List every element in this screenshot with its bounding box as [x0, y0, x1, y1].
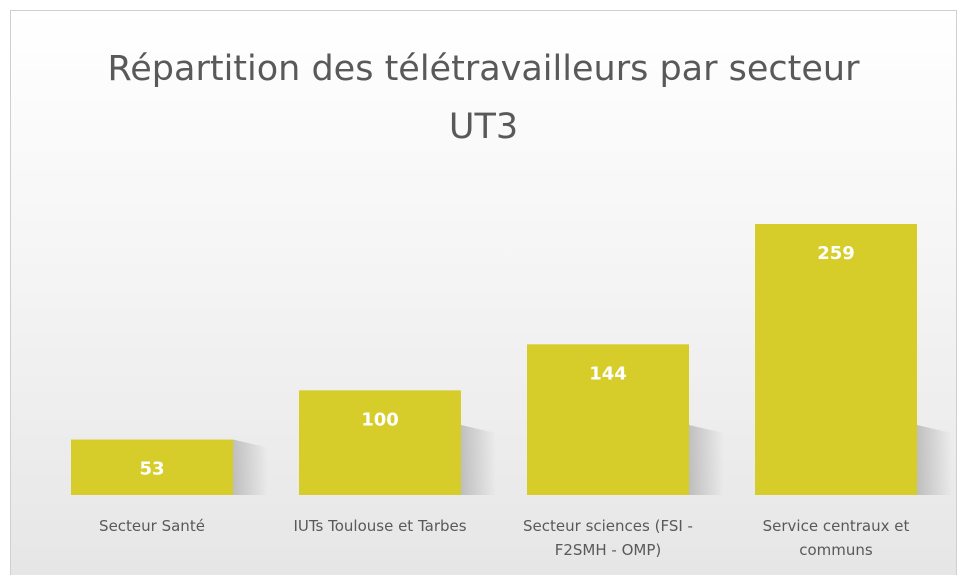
value-label: 100 [361, 409, 399, 430]
bar-shadow [689, 425, 724, 495]
value-label: 144 [589, 363, 627, 384]
bar-shadow [461, 425, 496, 495]
bar [527, 344, 689, 495]
chart-title: Répartition des télétravailleurs par sec… [107, 49, 860, 147]
bar [299, 390, 461, 495]
x-tick-label: Secteur sciences (FSI - F2SMH - OMP) [523, 517, 693, 559]
value-label: 259 [817, 243, 855, 264]
x-tick-label: Service centraux et communs [762, 517, 910, 559]
bar-shadow [233, 439, 268, 495]
x-tick-label: Secteur Santé [99, 517, 205, 535]
x-tick-label: IUTs Toulouse et Tarbes [293, 517, 467, 535]
bar [755, 224, 917, 495]
bar [71, 439, 233, 495]
value-label: 53 [139, 459, 164, 480]
bar-shadow [917, 425, 952, 495]
